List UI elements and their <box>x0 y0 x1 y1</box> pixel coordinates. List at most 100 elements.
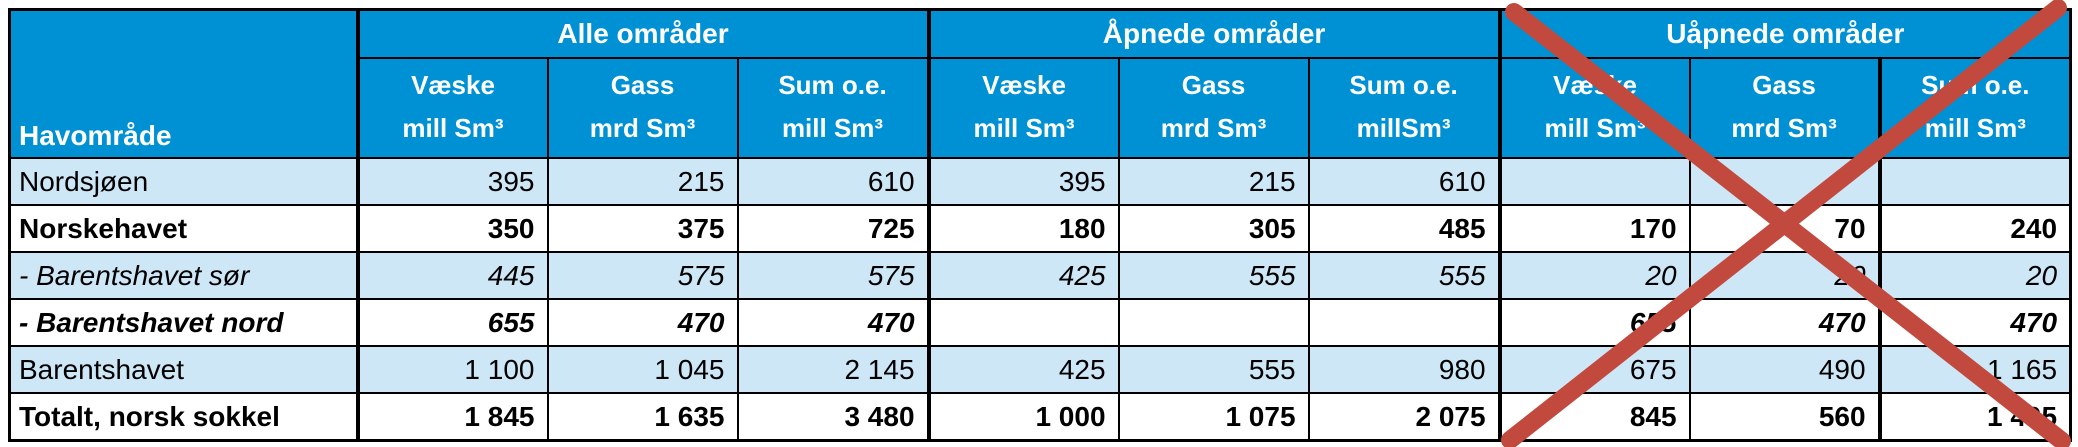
cell: 485 <box>1307 204 1501 253</box>
cell: 1 845 <box>355 392 549 442</box>
col-name: Sum o.e. <box>1349 70 1458 101</box>
table-row-barentshavet-sor: - Barentshavet sør 445 575 575 425 555 5… <box>8 251 2072 300</box>
row-label: Barentshavet <box>8 345 359 394</box>
cell: 675 <box>1497 345 1691 394</box>
col-unit: mill Sm³ <box>402 113 504 143</box>
table-row-nordsjoen: Nordsjøen 395 215 610 395 215 610 <box>8 157 2072 206</box>
col-unit: mill Sm³ <box>781 113 884 143</box>
row-label: Nordsjøen <box>8 157 359 206</box>
group-header-uapnede-omrader: Uåpnede områder <box>1497 8 2072 59</box>
cell: 425 <box>926 345 1120 394</box>
col-name: Sum o.e. <box>778 70 887 101</box>
col-name: Sum o.e. <box>1921 70 2030 101</box>
cell: 395 <box>926 157 1120 206</box>
col-name: Væske <box>1553 70 1637 101</box>
cell: 215 <box>546 157 739 206</box>
cell: 395 <box>355 157 549 206</box>
cell: 70 <box>1688 204 1881 253</box>
cell: 655 <box>1497 298 1691 347</box>
cell: 610 <box>736 157 930 206</box>
resource-table: Havområde Alle områder Åpnede områder Uå… <box>8 8 2073 442</box>
cell <box>926 298 1120 347</box>
col-header: Sum o.e. millSm³ <box>1307 57 1501 159</box>
cell: 490 <box>1688 345 1881 394</box>
cell: 180 <box>926 204 1120 253</box>
table-row-barentshavet-nord: - Barentshavet nord 655 470 470 655 470 … <box>8 298 2072 347</box>
cell: 375 <box>546 204 739 253</box>
col-unit: mrd Sm³ <box>589 113 696 143</box>
cell: 170 <box>1497 204 1691 253</box>
cell: 470 <box>546 298 739 347</box>
group-header-apnede-omrader: Åpnede områder <box>926 8 1501 59</box>
col-unit: mill Sm³ <box>1544 113 1646 143</box>
cell: 1 075 <box>1117 392 1310 442</box>
col-header: Gass mrd Sm³ <box>1688 57 1881 159</box>
cell: 1 000 <box>926 392 1120 442</box>
cell <box>1877 157 2072 206</box>
row-label: Norskehavet <box>8 204 359 253</box>
col-header: Gass mrd Sm³ <box>1117 57 1310 159</box>
cell <box>1117 298 1310 347</box>
col-unit: millSm³ <box>1356 113 1451 143</box>
cell <box>1688 157 1881 206</box>
cell: 555 <box>1307 251 1501 300</box>
cell: 1 405 <box>1877 392 2072 442</box>
cell: 2 075 <box>1307 392 1501 442</box>
cell: 575 <box>546 251 739 300</box>
cell <box>1307 298 1501 347</box>
corner-header-havomrade: Havområde <box>8 8 359 159</box>
table-row-norskehavet: Norskehavet 350 375 725 180 305 485 170 … <box>8 204 2072 253</box>
col-name: Væske <box>982 70 1066 101</box>
cell: 20 <box>1877 251 2072 300</box>
cell: 215 <box>1117 157 1310 206</box>
row-label: - Barentshavet nord <box>8 298 359 347</box>
cell: 725 <box>736 204 930 253</box>
col-unit: mill Sm³ <box>1924 113 2026 143</box>
cell: 655 <box>355 298 549 347</box>
cell: 425 <box>926 251 1120 300</box>
cell: 575 <box>736 251 930 300</box>
cell: 445 <box>355 251 549 300</box>
col-unit: mrd Sm³ <box>1731 113 1837 143</box>
cell: 3 480 <box>736 392 930 442</box>
col-header: Sum o.e. mill Sm³ <box>736 57 930 159</box>
cell: 20 <box>1688 251 1881 300</box>
cell: 610 <box>1307 157 1501 206</box>
cell: 350 <box>355 204 549 253</box>
cell: 1 100 <box>355 345 549 394</box>
cell: 470 <box>1877 298 2072 347</box>
col-header: Væske mill Sm³ <box>355 57 549 159</box>
cell: 1 165 <box>1877 345 2072 394</box>
cell: 305 <box>1117 204 1310 253</box>
col-header: Gass mrd Sm³ <box>546 57 739 159</box>
cell: 2 145 <box>736 345 930 394</box>
row-label: - Barentshavet sør <box>8 251 359 300</box>
col-header: Væske mill Sm³ <box>926 57 1120 159</box>
row-label: Totalt, norsk sokkel <box>8 392 359 442</box>
group-header-alle-omrader: Alle områder <box>355 8 930 59</box>
group-header-row: Havområde Alle områder Åpnede områder Uå… <box>8 8 2072 159</box>
cell: 470 <box>736 298 930 347</box>
col-header: Væske mill Sm³ <box>1497 57 1691 159</box>
cell: 1 045 <box>546 345 739 394</box>
cell: 470 <box>1688 298 1881 347</box>
col-name: Gass <box>1181 70 1246 101</box>
col-unit: mrd Sm³ <box>1160 113 1267 143</box>
cell: 980 <box>1307 345 1501 394</box>
cell: 555 <box>1117 345 1310 394</box>
col-unit: mill Sm³ <box>973 113 1075 143</box>
cell: 555 <box>1117 251 1310 300</box>
table-row-barentshavet: Barentshavet 1 100 1 045 2 145 425 555 9… <box>8 345 2072 394</box>
col-name: Væske <box>411 70 495 101</box>
col-name: Gass <box>1752 70 1816 101</box>
cell: 20 <box>1497 251 1691 300</box>
table-row-totalt-norsk-sokkel: Totalt, norsk sokkel 1 845 1 635 3 480 1… <box>8 392 2072 442</box>
col-name: Gass <box>610 70 675 101</box>
col-header: Sum o.e. mill Sm³ <box>1877 57 2072 159</box>
cell: 1 635 <box>546 392 739 442</box>
cell <box>1497 157 1691 206</box>
cell: 240 <box>1877 204 2072 253</box>
cell: 845 <box>1497 392 1691 442</box>
cell: 560 <box>1688 392 1881 442</box>
